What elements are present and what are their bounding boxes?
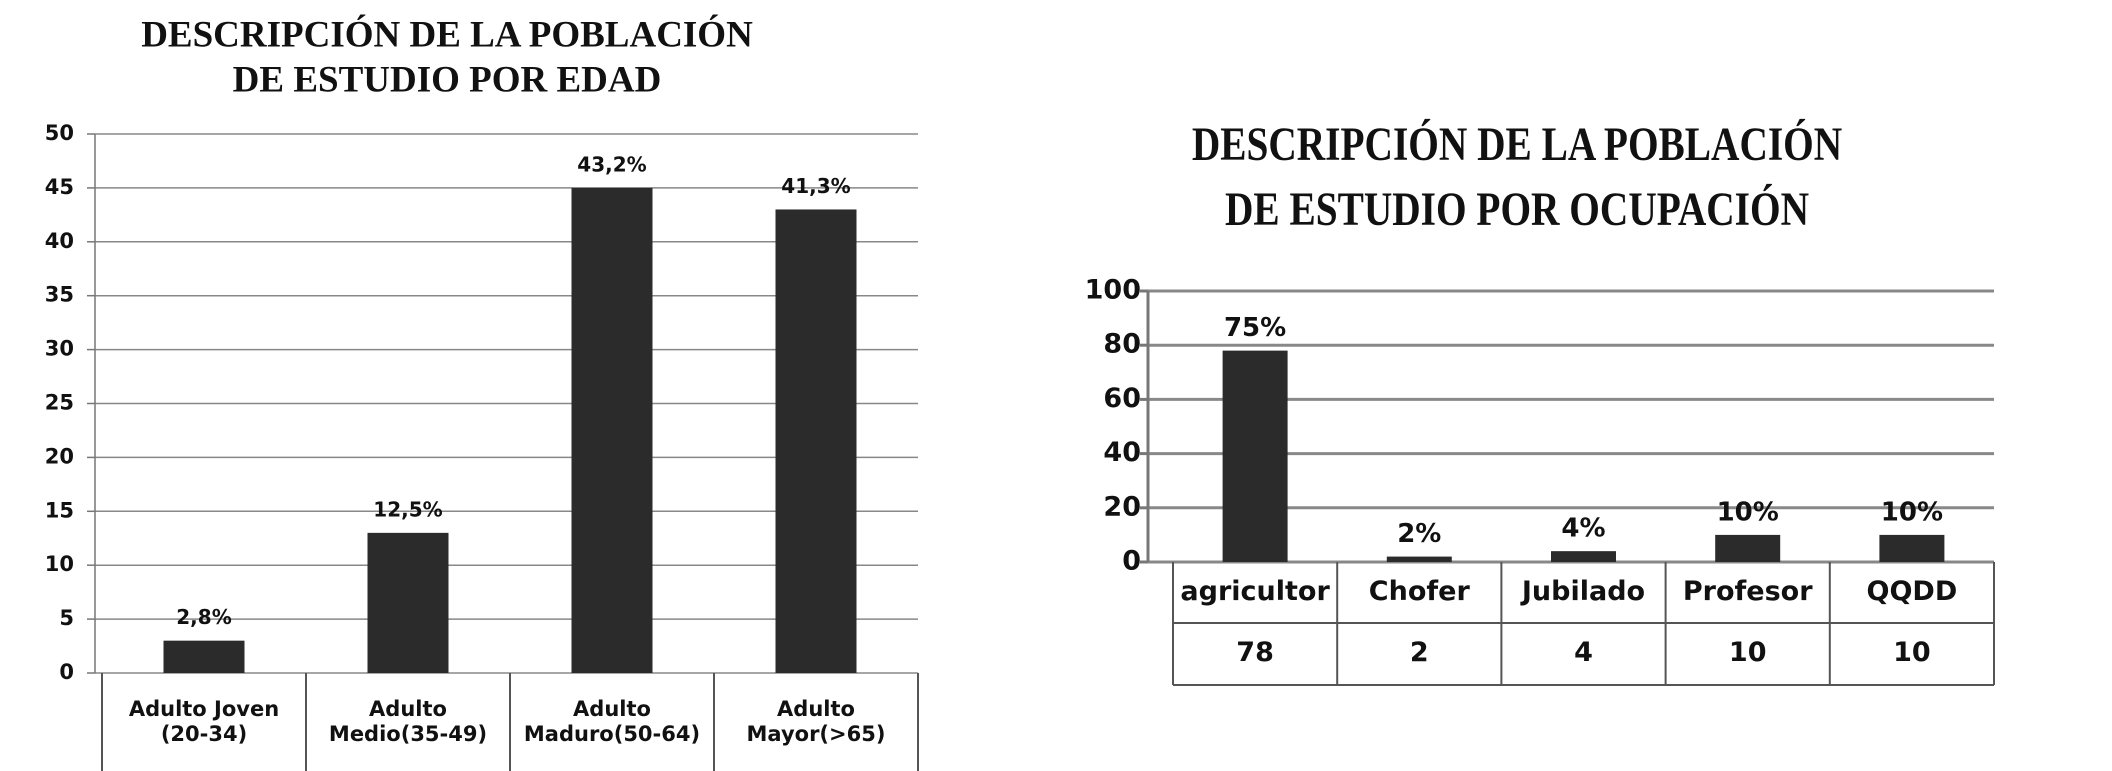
bar-annotation: 2,8% — [176, 605, 231, 629]
y-tick-label: 50 — [45, 121, 74, 145]
y-tick-label: 35 — [45, 283, 74, 307]
y-tick-label: 60 — [1103, 383, 1141, 414]
category-cell: Adulto Maduro(50-64) — [523, 696, 701, 746]
chart-title: DESCRIPCIÓN DE LA POBLACIÓN — [141, 13, 753, 55]
bar-annotation: 4% — [1561, 514, 1605, 544]
x-tick-label: Adulto Medio(35-49) — [328, 696, 488, 746]
table-value: 78 — [1236, 637, 1274, 668]
category-cell: Adulto Mayor(>65) — [746, 696, 886, 746]
y-tick-label: 30 — [45, 337, 74, 361]
category-cell: Adulto Medio(35-49) — [328, 696, 488, 746]
bar — [1879, 534, 1945, 562]
y-tick-label: 45 — [45, 175, 74, 199]
bar-annotation: 10% — [1881, 497, 1943, 527]
x-tick-label: Adulto Maduro(50-64) — [523, 696, 701, 746]
chart-title: DE ESTUDIO POR EDAD — [233, 59, 662, 100]
y-tick-label: 10 — [45, 552, 74, 576]
y-tick-label: 0 — [59, 660, 74, 684]
y-tick-label: 20 — [45, 444, 74, 468]
y-tick-label: 0 — [1122, 546, 1141, 577]
x-tick-label: agricultor — [1180, 576, 1330, 608]
bar-annotation: 10% — [1717, 497, 1779, 527]
bar — [1551, 551, 1616, 562]
category-cell: Profesor — [1682, 576, 1813, 608]
table-value: 2 — [1410, 637, 1429, 668]
y-tick-label: 40 — [1103, 437, 1141, 468]
x-tick-label: Profesor — [1682, 576, 1813, 608]
bar — [163, 640, 245, 673]
x-tick-label: Adulto Joven (20-34) — [128, 696, 280, 746]
bar — [775, 209, 857, 673]
category-cell: Adulto Joven (20-34) — [128, 696, 280, 746]
x-tick-label: QQDD — [1866, 576, 1958, 608]
category-cell: Chofer — [1368, 576, 1470, 608]
bar — [1386, 556, 1452, 562]
category-cell: QQDD — [1866, 576, 1958, 608]
bar-annotation: 75% — [1224, 313, 1286, 343]
y-tick-label: 25 — [45, 391, 74, 415]
x-tick-label: Chofer — [1368, 576, 1470, 608]
category-cell: agricultor — [1180, 576, 1330, 608]
bar-annotation: 41,3% — [781, 174, 850, 198]
category-cell: Jubilado — [1521, 576, 1646, 608]
bar — [367, 532, 449, 673]
bar — [1715, 534, 1781, 562]
bar — [571, 187, 653, 673]
y-tick-label: 5 — [59, 606, 74, 630]
y-tick-label: 20 — [1103, 491, 1141, 522]
table-value: 4 — [1574, 637, 1593, 668]
chart-title: DESCRIPCIÓN DE LA POBLACIÓN — [1192, 117, 1843, 171]
y-tick-label: 80 — [1103, 329, 1141, 360]
y-tick-label: 15 — [45, 498, 74, 522]
chart-title: DE ESTUDIO POR OCUPACIÓN — [1225, 182, 1809, 236]
y-tick-label: 40 — [45, 229, 74, 253]
bar-annotation: 2% — [1397, 519, 1441, 549]
bar-annotation: 43,2% — [577, 152, 646, 176]
y-tick-label: 100 — [1085, 275, 1141, 306]
table-value: 10 — [1893, 637, 1931, 668]
x-tick-label: Jubilado — [1521, 576, 1646, 608]
bar-annotation: 12,5% — [373, 497, 442, 521]
table-value: 10 — [1729, 637, 1767, 668]
x-tick-label: Adulto Mayor(>65) — [746, 696, 886, 746]
bar — [1222, 350, 1288, 562]
